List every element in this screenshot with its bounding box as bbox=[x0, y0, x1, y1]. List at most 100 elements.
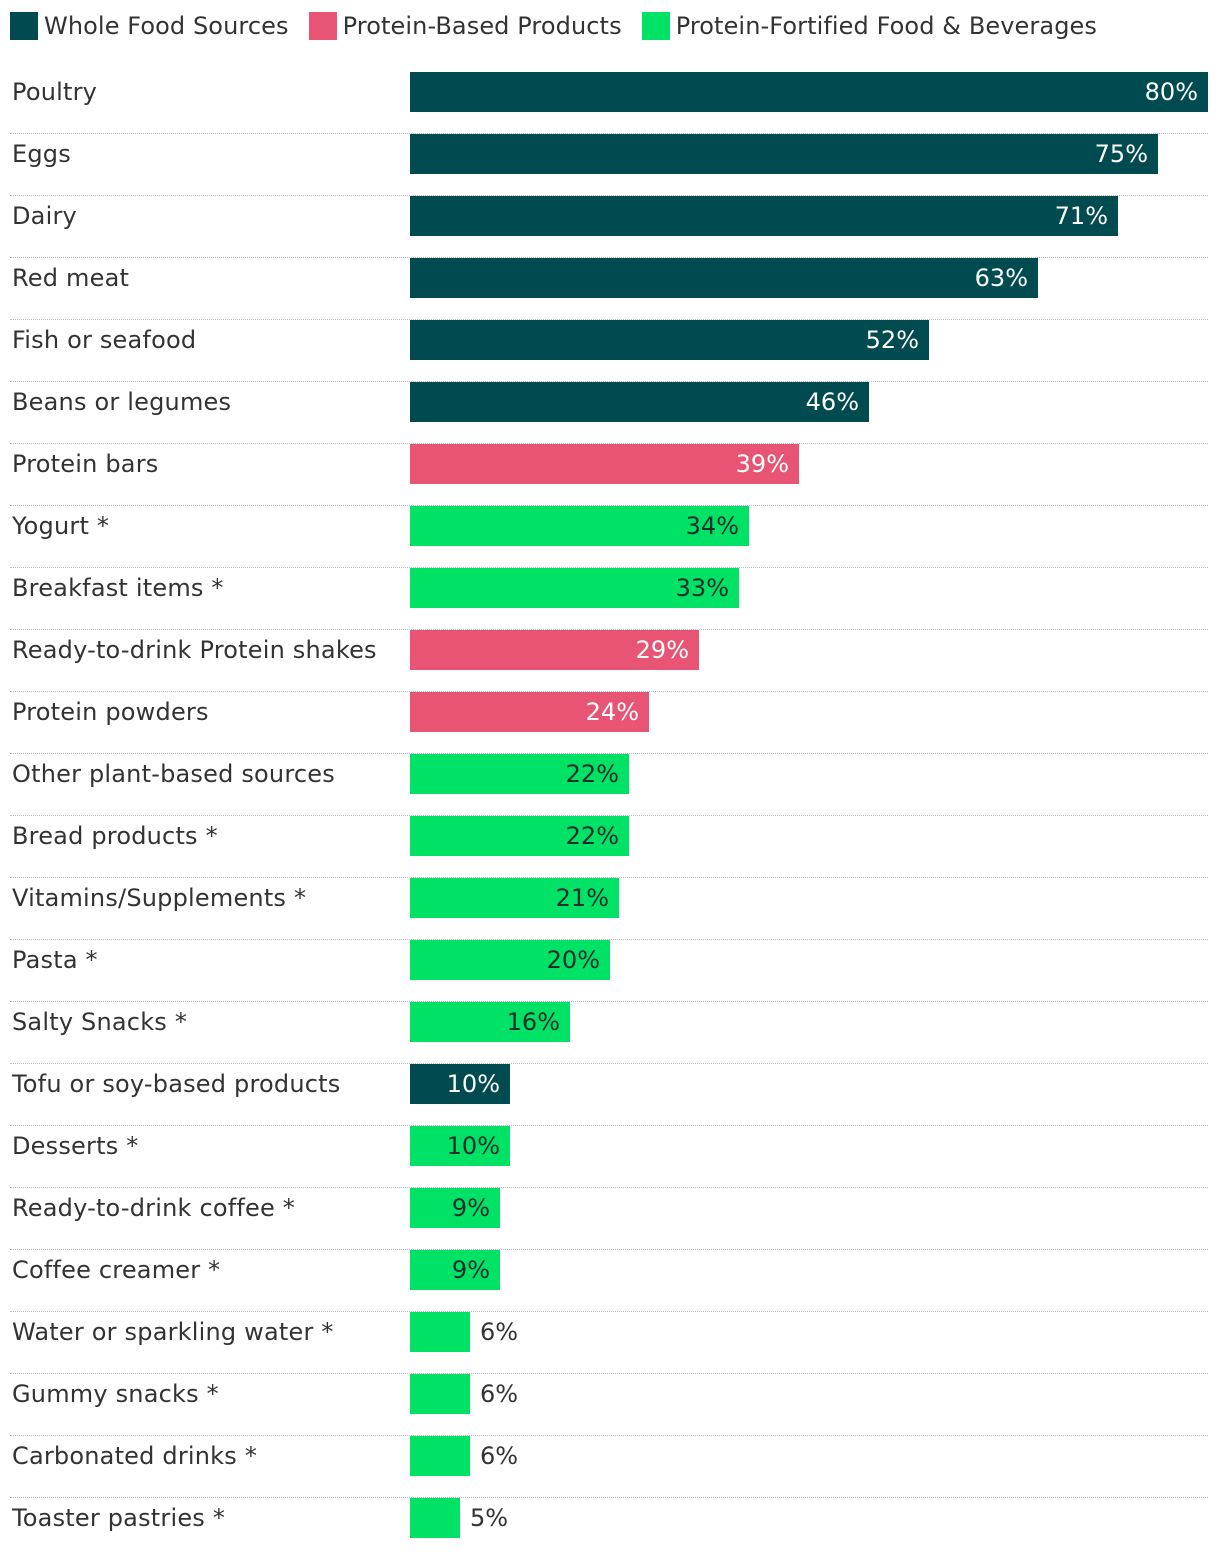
category-label: Protein powders bbox=[12, 698, 209, 726]
value-label: 9% bbox=[451, 1256, 490, 1284]
bar-row: Dairy 71% bbox=[0, 196, 1220, 258]
value-label: 80% bbox=[1144, 78, 1198, 106]
bar bbox=[410, 196, 1118, 236]
row-divider bbox=[10, 319, 1208, 320]
legend-swatch-protein-fortified bbox=[641, 12, 670, 40]
category-label: Toaster pastries * bbox=[12, 1504, 226, 1532]
bar bbox=[410, 754, 629, 794]
bar bbox=[410, 940, 610, 980]
value-label: 22% bbox=[565, 822, 619, 850]
row-divider bbox=[10, 815, 1208, 816]
category-label: Poultry bbox=[12, 78, 98, 106]
value-label: 10% bbox=[446, 1132, 500, 1160]
bar-row: Breakfast items * 33% bbox=[0, 568, 1220, 630]
row-divider bbox=[10, 133, 1208, 134]
row-divider bbox=[10, 1311, 1208, 1312]
bar-row: Protein powders 24% bbox=[0, 692, 1220, 754]
row-divider bbox=[10, 877, 1208, 878]
value-label: 34% bbox=[685, 512, 739, 540]
category-label: Other plant-based sources bbox=[12, 760, 335, 788]
bar bbox=[410, 134, 1158, 174]
category-label: Ready-to-drink Protein shakes bbox=[12, 636, 377, 664]
row-divider bbox=[10, 567, 1208, 568]
row-divider bbox=[10, 1125, 1208, 1126]
row-divider bbox=[10, 1063, 1208, 1064]
category-label: Gummy snacks * bbox=[12, 1380, 219, 1408]
category-label: Dairy bbox=[12, 202, 77, 230]
bar-row: Toaster pastries * 5% bbox=[0, 1498, 1220, 1560]
bar bbox=[410, 630, 699, 670]
row-divider bbox=[10, 257, 1208, 258]
bar-row: Water or sparkling water * 6% bbox=[0, 1312, 1220, 1374]
value-label: 6% bbox=[480, 1318, 519, 1346]
value-label: 46% bbox=[805, 388, 859, 416]
value-label: 16% bbox=[506, 1008, 560, 1036]
bar bbox=[410, 1250, 500, 1290]
category-label: Carbonated drinks * bbox=[12, 1442, 258, 1470]
value-label: 63% bbox=[974, 264, 1028, 292]
value-label: 10% bbox=[446, 1070, 500, 1098]
category-label: Pasta * bbox=[12, 946, 98, 974]
bar bbox=[410, 382, 869, 422]
bar bbox=[410, 72, 1208, 112]
row-divider bbox=[10, 939, 1208, 940]
category-label: Fish or seafood bbox=[12, 326, 197, 354]
category-label: Desserts * bbox=[12, 1132, 139, 1160]
bar bbox=[410, 568, 739, 608]
category-label: Ready-to-drink coffee * bbox=[12, 1194, 295, 1222]
legend-item-protein-based-products: Protein-Based Products bbox=[308, 12, 622, 40]
legend-item-whole-food-sources: Whole Food Sources bbox=[10, 12, 289, 40]
category-label: Red meat bbox=[12, 264, 130, 292]
bar-row: Other plant-based sources 22% bbox=[0, 754, 1220, 816]
value-label: 75% bbox=[1094, 140, 1148, 168]
bar-row: Bread products * 22% bbox=[0, 816, 1220, 878]
category-label: Breakfast items * bbox=[12, 574, 224, 602]
bar-row: Pasta * 20% bbox=[0, 940, 1220, 1002]
value-label: 22% bbox=[565, 760, 619, 788]
bar-row: Red meat 63% bbox=[0, 258, 1220, 320]
row-divider bbox=[10, 1249, 1208, 1250]
bar-row: Yogurt * 34% bbox=[0, 506, 1220, 568]
value-label: 6% bbox=[480, 1442, 519, 1470]
value-label: 29% bbox=[635, 636, 689, 664]
bar bbox=[410, 1064, 510, 1104]
row-divider bbox=[10, 505, 1208, 506]
value-label: 5% bbox=[470, 1504, 509, 1532]
bar-row: Ready-to-drink Protein shakes 29% bbox=[0, 630, 1220, 692]
bar bbox=[410, 878, 619, 918]
row-divider bbox=[10, 1187, 1208, 1188]
category-label: Yogurt * bbox=[12, 512, 110, 540]
bar-row: Desserts * 10% bbox=[0, 1126, 1220, 1188]
value-label: 24% bbox=[585, 698, 639, 726]
value-label: 9% bbox=[451, 1194, 490, 1222]
row-divider bbox=[10, 195, 1208, 196]
legend-label-protein-based-products: Protein-Based Products bbox=[342, 12, 622, 40]
category-label: Water or sparkling water * bbox=[12, 1318, 334, 1346]
value-label: 6% bbox=[480, 1380, 519, 1408]
value-label: 33% bbox=[675, 574, 729, 602]
row-divider bbox=[10, 1001, 1208, 1002]
bar bbox=[410, 692, 649, 732]
row-divider bbox=[10, 1435, 1208, 1436]
category-label: Beans or legumes bbox=[12, 388, 232, 416]
bar bbox=[410, 1374, 470, 1414]
category-label: Vitamins/Supplements * bbox=[12, 884, 307, 912]
bar bbox=[410, 444, 799, 484]
row-divider bbox=[10, 1497, 1208, 1498]
value-label: 20% bbox=[546, 946, 600, 974]
bar-row: Protein bars 39% bbox=[0, 444, 1220, 506]
value-label: 52% bbox=[865, 326, 919, 354]
bar-row: Ready-to-drink coffee * 9% bbox=[0, 1188, 1220, 1250]
category-label: Coffee creamer * bbox=[12, 1256, 221, 1284]
legend-label-protein-fortified: Protein-Fortified Food & Beverages bbox=[675, 12, 1098, 40]
bar bbox=[410, 258, 1038, 298]
bar bbox=[410, 320, 929, 360]
bar-row: Fish or seafood 52% bbox=[0, 320, 1220, 382]
value-label: 21% bbox=[555, 884, 609, 912]
bar-row: Carbonated drinks * 6% bbox=[0, 1436, 1220, 1498]
legend-swatch-protein-based-products bbox=[308, 12, 337, 40]
row-divider bbox=[10, 1373, 1208, 1374]
bar bbox=[410, 1002, 570, 1042]
bar bbox=[410, 1312, 470, 1352]
